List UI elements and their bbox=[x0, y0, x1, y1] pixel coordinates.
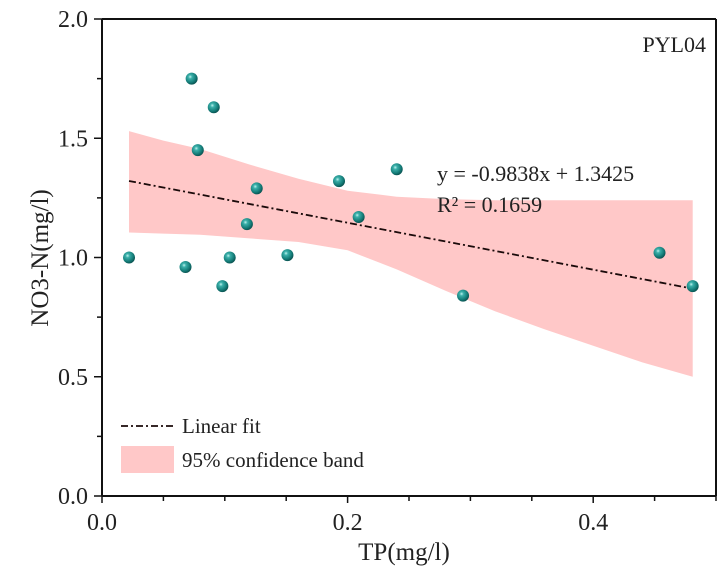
data-point bbox=[207, 101, 220, 114]
legend-label-band: 95% confidence band bbox=[182, 448, 364, 472]
data-point bbox=[352, 210, 365, 223]
data-point bbox=[250, 182, 263, 195]
confidence-band bbox=[129, 131, 693, 377]
x-tick-label: 0.0 bbox=[87, 510, 117, 536]
data-point bbox=[390, 163, 403, 176]
fit-equation: y = -0.9838x + 1.3425 bbox=[437, 161, 634, 186]
data-points-layer bbox=[123, 72, 699, 302]
x-tick-label: 0.2 bbox=[333, 510, 363, 536]
linear-fit-line bbox=[128, 180, 693, 290]
data-point bbox=[179, 261, 192, 274]
data-point bbox=[653, 246, 666, 259]
legend-band-swatch bbox=[121, 446, 174, 473]
y-axis-title: NO3-N(mg/l) bbox=[27, 189, 54, 326]
y-tick-label: 2.0 bbox=[58, 7, 88, 33]
y-tick-label: 0.0 bbox=[58, 484, 88, 510]
data-point bbox=[333, 175, 346, 188]
data-point bbox=[185, 72, 198, 85]
legend-label-fit: Linear fit bbox=[182, 414, 261, 438]
legend: Linear fit 95% confidence band bbox=[121, 414, 364, 473]
y-tick-label: 1.0 bbox=[58, 246, 88, 272]
tick-labels: 0.0 0.2 0.4 0.0 0.5 1.0 1.5 2.0 bbox=[58, 7, 608, 536]
data-point bbox=[240, 218, 253, 231]
x-axis-title: TP(mg/l) bbox=[358, 539, 450, 566]
data-point bbox=[281, 249, 294, 262]
y-tick-label: 1.5 bbox=[58, 126, 88, 152]
data-point bbox=[686, 280, 699, 293]
confidence-band-layer bbox=[129, 131, 693, 377]
x-tick-label: 0.4 bbox=[578, 510, 608, 536]
r-squared: R² = 0.1659 bbox=[437, 192, 542, 217]
data-point bbox=[191, 144, 204, 157]
data-point bbox=[123, 251, 136, 264]
y-tick-label: 0.5 bbox=[58, 365, 88, 391]
data-point bbox=[223, 251, 236, 264]
fit-line-layer bbox=[128, 180, 693, 290]
data-point bbox=[216, 280, 229, 293]
data-point bbox=[457, 289, 470, 302]
tick-marks bbox=[94, 18, 717, 503]
panel-label: PYL04 bbox=[642, 32, 706, 57]
